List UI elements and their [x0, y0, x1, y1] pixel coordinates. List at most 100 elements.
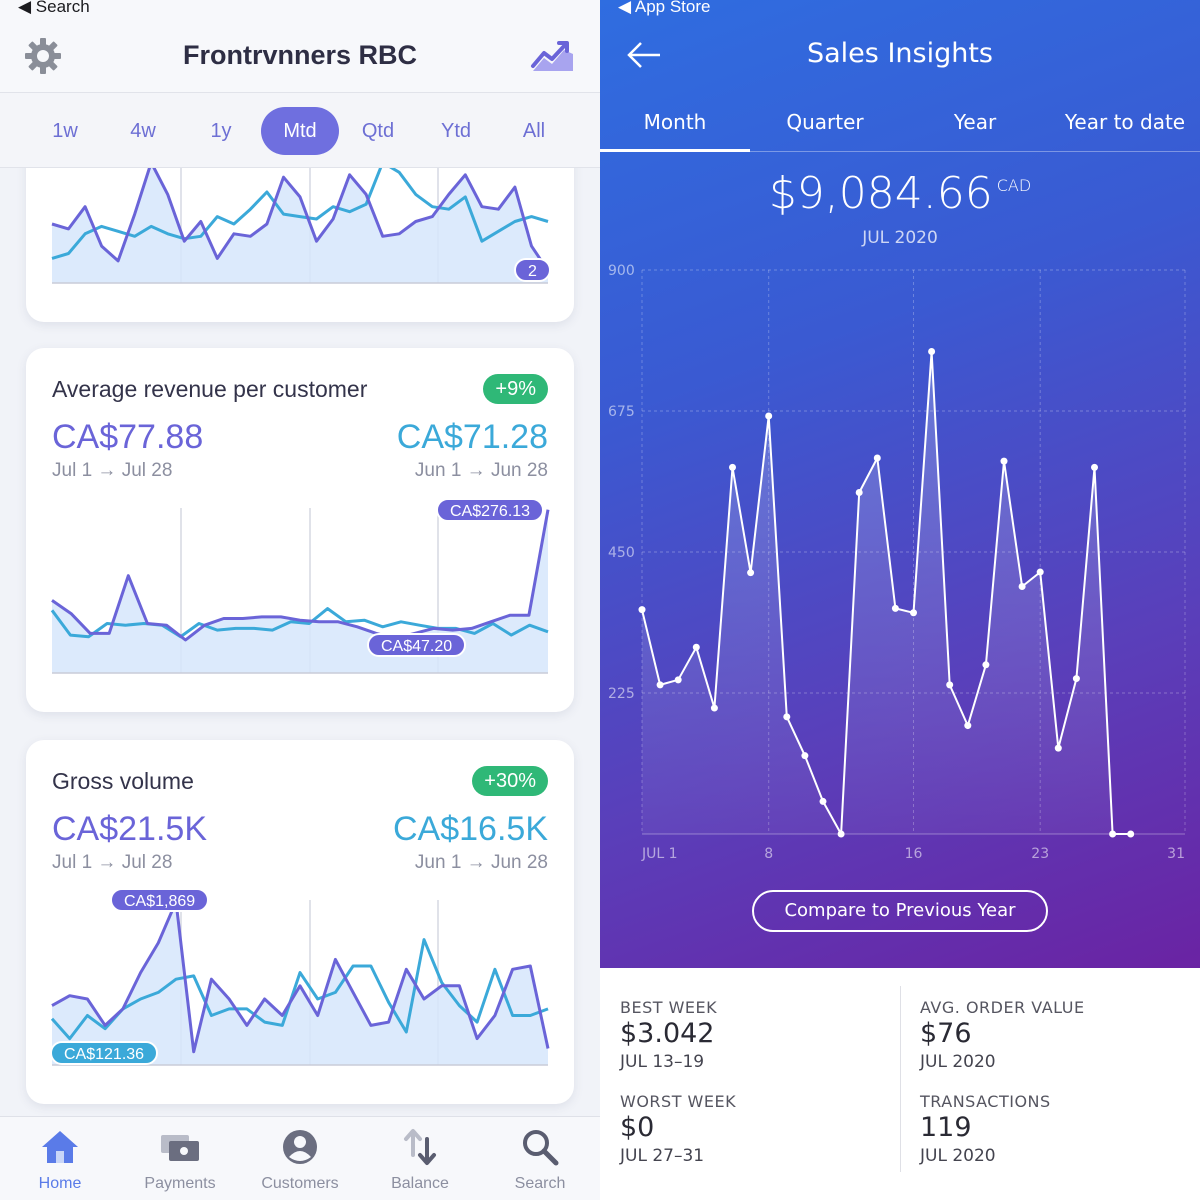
total-period: JUL 2020 — [862, 228, 938, 248]
sales-line-chart: 225 450 675 900 JUL 1 8 16 23 31 — [608, 263, 1186, 862]
sales-data-point — [946, 681, 954, 689]
sales-line — [641, 350, 1131, 835]
period-tab-1y[interactable]: 1y — [210, 120, 232, 142]
stat-value: 119 — [920, 1112, 972, 1143]
change-badge: +9% — [483, 374, 548, 404]
gross-volume-chart — [50, 900, 550, 1066]
sales-data-point — [1109, 830, 1117, 838]
stat-date: JUL 2020 — [920, 1052, 996, 1072]
nav-tab-customers[interactable]: Customers — [240, 1117, 360, 1200]
total-amount: $9,084.66 — [768, 168, 993, 219]
bottom-tab-bar: Home Payments Customers — [0, 1116, 600, 1200]
stat-date: JUL 2020 — [920, 1146, 996, 1166]
arpc-current-line — [51, 509, 550, 642]
stat-label: WORST WEEK — [620, 1092, 737, 1111]
sparkline-value-pill: 2 — [514, 258, 551, 282]
sales-data-point — [1091, 463, 1098, 471]
nav-label: Home — [38, 1175, 82, 1192]
arpc-area — [52, 509, 548, 673]
sparkline-area — [52, 162, 548, 283]
stat-value: $3.042 — [620, 1018, 715, 1049]
period-tab-ytd[interactable]: Ytd — [440, 120, 472, 142]
dashboard-panel: 2 ◀ Search Frontrvnners RBC — [0, 0, 600, 1200]
sales-data-point — [1018, 582, 1026, 590]
stat-value: $76 — [920, 1018, 972, 1049]
stat-label: TRANSACTIONS — [920, 1092, 1051, 1111]
back-arrow-icon[interactable] — [626, 40, 662, 70]
page-title: Frontrvnners RBC — [182, 40, 418, 70]
status-back-link[interactable]: ◀ App Store — [618, 0, 711, 16]
change-badge: +30% — [472, 766, 548, 796]
sales-data-point — [819, 797, 827, 805]
stat-avg-order-value: AVG. ORDER VALUE $76 JUL 2020 — [920, 998, 1200, 1072]
stat-date: JUL 13–19 — [620, 1052, 705, 1072]
previous-value: CA$16.5K — [393, 810, 548, 848]
min-value-pill: CA$121.36 — [50, 1041, 159, 1065]
period-tab-mtd[interactable]: Mtd — [261, 107, 339, 155]
y-tick-label: 450 — [608, 545, 635, 561]
sales-data-point — [910, 609, 917, 617]
card-gross-volume[interactable]: Gross volume +30% CA$21.5K CA$16.5K Jul … — [26, 740, 574, 1104]
nav-tab-home[interactable]: Home — [0, 1117, 120, 1200]
sales-data-point — [1072, 675, 1080, 683]
max-value-pill: CA$1,869 — [110, 888, 210, 912]
card-average-revenue[interactable]: Average revenue per customer +9% CA$77.8… — [26, 348, 574, 712]
balance-icon — [404, 1129, 436, 1165]
tab-year-to-date[interactable]: Year to date — [1064, 110, 1186, 134]
payments-icon — [161, 1135, 199, 1161]
compare-previous-year-button[interactable]: Compare to Previous Year — [752, 890, 1048, 932]
period-tab-qtd[interactable]: Qtd — [361, 120, 395, 142]
total-sales: $9,084.66 CAD — [600, 168, 1200, 219]
sales-data-point — [1036, 568, 1044, 576]
x-tick-label: 31 — [1167, 846, 1185, 862]
sales-data-point — [692, 643, 700, 651]
stat-value: $0 — [620, 1112, 655, 1143]
previous-range: Jun 1 → Jun 28 — [414, 852, 548, 873]
sales-data-point — [928, 347, 936, 355]
arpc-chart — [50, 508, 550, 674]
min-value-pill: CA$47.20 — [367, 633, 467, 657]
sales-area — [642, 351, 1131, 834]
tab-year[interactable]: Year — [953, 110, 997, 134]
nav-tab-balance[interactable]: Balance — [360, 1117, 480, 1200]
sparkline-current-line — [51, 161, 550, 272]
sales-data-point — [855, 488, 863, 496]
period-tab-1w[interactable]: 1w — [52, 120, 78, 142]
current-value: CA$77.88 — [52, 418, 204, 456]
stat-label: AVG. ORDER VALUE — [920, 998, 1085, 1017]
nav-label: Search — [514, 1175, 566, 1192]
total-currency: CAD — [996, 176, 1032, 195]
nav-tab-payments[interactable]: Payments — [120, 1117, 240, 1200]
nav-label: Balance — [391, 1175, 449, 1192]
sales-data-point — [964, 722, 972, 730]
y-tick-label: 900 — [608, 263, 635, 279]
status-back-link[interactable]: ◀ Search — [18, 0, 90, 16]
period-tab-4w[interactable]: 4w — [130, 120, 156, 142]
nav-tab-search[interactable]: Search — [480, 1117, 600, 1200]
current-value: CA$21.5K — [52, 810, 207, 848]
sales-data-point — [1054, 744, 1062, 752]
period-tab-all[interactable]: All — [522, 120, 546, 142]
x-tick-label: JUL 1 — [641, 846, 678, 862]
sparkline-previous-line — [51, 161, 549, 260]
card-title: Gross volume — [52, 768, 194, 794]
tab-divider — [600, 151, 1200, 152]
sales-data-point — [891, 604, 899, 612]
active-tab-indicator — [600, 149, 750, 152]
sparkline-chart — [51, 160, 550, 284]
tab-month[interactable]: Month — [643, 110, 707, 134]
previous-value: CA$71.28 — [396, 418, 548, 456]
gross-area — [52, 901, 548, 1065]
stat-transactions: TRANSACTIONS 119 JUL 2020 — [920, 1092, 1200, 1166]
gross-previous-line — [50, 938, 549, 1041]
gear-icon[interactable] — [24, 37, 62, 75]
sales-data-point — [747, 569, 755, 577]
stat-date: JUL 27–31 — [620, 1146, 705, 1166]
y-tick-label: 225 — [608, 686, 635, 702]
nav-label: Payments — [144, 1175, 216, 1192]
gross-current-line — [51, 900, 550, 1054]
trend-chart-icon[interactable] — [530, 38, 576, 74]
stats-divider — [900, 986, 901, 1172]
current-range: Jul 1 → Jul 28 — [52, 460, 173, 481]
tab-quarter[interactable]: Quarter — [786, 110, 864, 134]
